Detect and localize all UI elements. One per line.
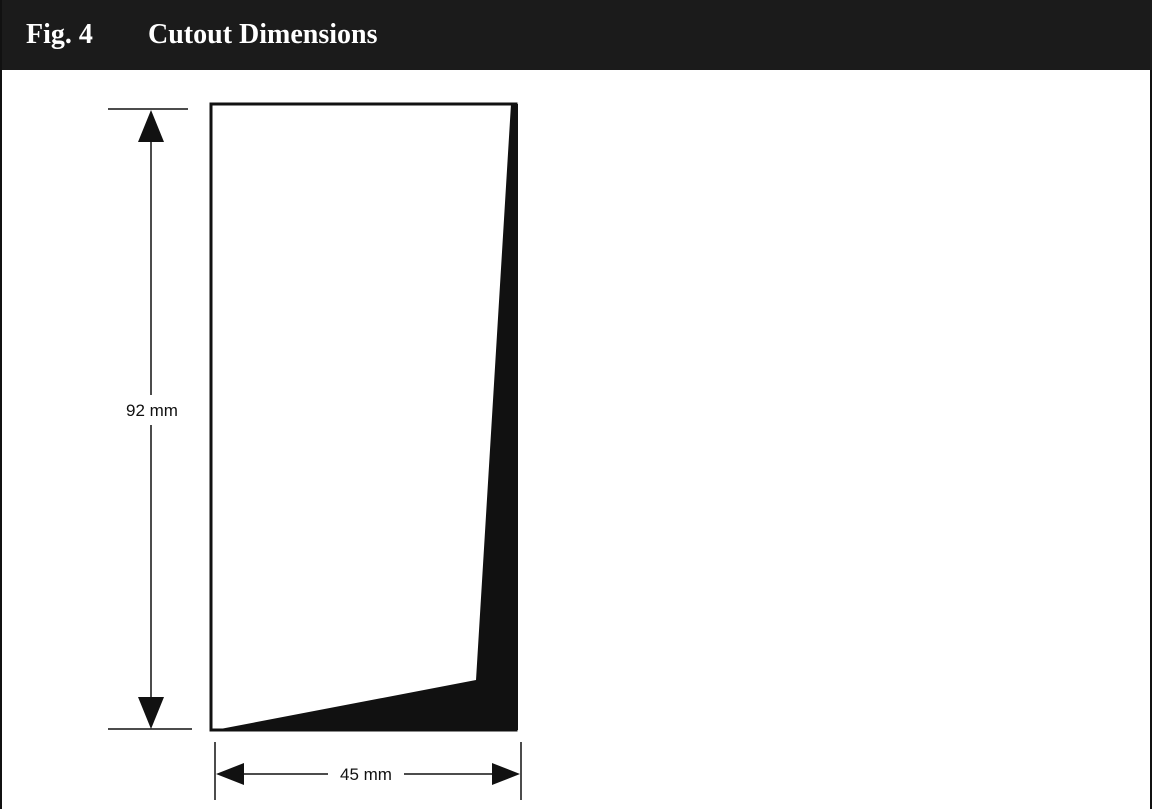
height-arrow-bottom (138, 697, 164, 729)
width-dimension-label: 45 mm (340, 765, 392, 784)
cutout-outline (209, 102, 518, 732)
cutout-diagram: 92 mm 45 mm (108, 102, 522, 800)
height-dimension-label: 92 mm (126, 401, 178, 420)
figure-title: Cutout Dimensions (148, 19, 378, 50)
width-arrow-left (216, 763, 244, 785)
width-arrow-right (492, 763, 520, 785)
cutout-shading (215, 104, 518, 730)
figure-number: Fig. 4 (26, 19, 93, 50)
figure-title-bar: Fig. 4 Cutout Dimensions (2, 0, 1152, 70)
height-arrow-top (138, 110, 164, 142)
